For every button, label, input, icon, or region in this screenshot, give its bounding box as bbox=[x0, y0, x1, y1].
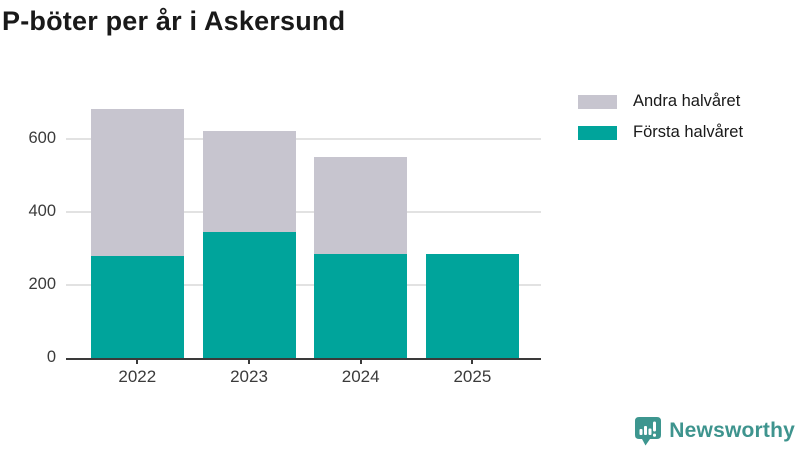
legend: Andra halvåret Första halvåret bbox=[578, 92, 743, 154]
bar-segment-2024-andra bbox=[314, 156, 408, 254]
bar-segment-2025-första bbox=[425, 253, 519, 358]
bar-segment-2022-första bbox=[90, 255, 184, 358]
y-axis: 0 200 400 600 bbox=[0, 80, 56, 366]
legend-swatch bbox=[578, 125, 617, 140]
gridline-200 bbox=[66, 283, 541, 286]
chart-title: P-böter per år i Askersund bbox=[2, 6, 346, 36]
x-tick-2023 bbox=[248, 359, 250, 364]
legend-item-första: Första halvåret bbox=[578, 123, 743, 142]
x-axis-label-2022: 2022 bbox=[118, 367, 157, 386]
x-tick-2025 bbox=[471, 359, 474, 364]
bar-segment-2023-andra bbox=[202, 131, 296, 232]
x-axis-line bbox=[66, 357, 541, 360]
gridline-600 bbox=[66, 137, 541, 140]
x-axis-label-2024: 2024 bbox=[341, 367, 380, 386]
y-axis-label-600: 600 bbox=[28, 128, 56, 147]
y-axis-label-0: 0 bbox=[46, 348, 56, 366]
x-axis-label-2025: 2025 bbox=[453, 367, 492, 386]
gridline-400 bbox=[66, 210, 541, 213]
x-tick-2024 bbox=[359, 359, 362, 364]
legend-label: Första halvåret bbox=[633, 123, 744, 141]
bar-segment-2022-andra bbox=[90, 109, 184, 256]
newsworthy-speech-bubble-chart-icon bbox=[635, 417, 662, 446]
x-tick-2022 bbox=[136, 359, 139, 364]
bar-segment-2024-första bbox=[314, 253, 408, 358]
legend-swatch bbox=[578, 94, 617, 109]
bar-segment-2023-första bbox=[202, 231, 296, 358]
plot-area: 2022 2023 2024 2025 bbox=[66, 80, 541, 386]
x-axis-label-2023: 2023 bbox=[230, 367, 268, 386]
newsworthy-wordmark: Newsworthy bbox=[669, 419, 795, 442]
newsworthy-logo: Newsworthy bbox=[634, 416, 795, 446]
y-axis-label-200: 200 bbox=[28, 274, 56, 293]
legend-label: Andra halvåret bbox=[633, 92, 741, 110]
legend-item-andra: Andra halvåret bbox=[578, 92, 743, 111]
y-axis-label-400: 400 bbox=[28, 201, 56, 220]
